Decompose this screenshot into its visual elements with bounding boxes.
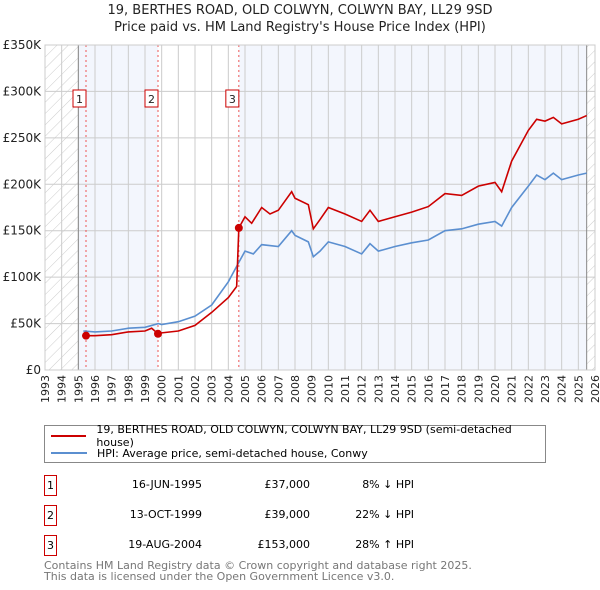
x-tick-label: 2001	[172, 375, 185, 403]
x-tick-label: 2013	[372, 375, 385, 403]
transaction-marker: 1	[44, 475, 57, 496]
transaction-date: 16-JUN-1995	[131, 478, 202, 491]
transaction-row: 3 19-AUG-2004 £153,000 28% ↑ HPI	[44, 535, 484, 556]
x-tick-label: 1993	[39, 375, 52, 403]
sale-label: 2	[148, 93, 155, 106]
x-tick-label: 2015	[406, 375, 419, 403]
x-tick-label: 2017	[439, 375, 452, 403]
sale-label: 3	[229, 93, 236, 106]
legend-item-property: 19, BERTHES ROAD, OLD COLWYN, COLWYN BAY…	[51, 423, 545, 449]
transaction-row: 2 13-OCT-1999 £39,000 22% ↓ HPI	[44, 505, 484, 526]
x-tick-label: 2010	[322, 375, 335, 403]
x-tick-label: 2026	[589, 375, 600, 403]
sale-point	[82, 331, 90, 340]
y-tick-label: £300K	[3, 84, 43, 98]
x-tick-label: 2019	[472, 375, 485, 403]
x-tick-label: 2008	[289, 375, 302, 403]
price-chart: 1993 1994 1995 1996 1997 1998 1999 2000 2001 2002…	[3, 38, 600, 403]
y-tick-label: £0	[26, 363, 41, 377]
x-tick-label: 1994	[56, 375, 69, 403]
footer-line-1: Contains HM Land Registry data © Crown c…	[44, 559, 472, 572]
transaction-marker: 3	[44, 535, 57, 556]
x-tick-label: 2012	[356, 375, 369, 403]
sale-point	[234, 223, 243, 232]
x-tick-label: 2025	[572, 375, 585, 403]
legend-label: 19, BERTHES ROAD, OLD COLWYN, COLWYN BAY…	[96, 423, 512, 449]
x-tick-label: 2011	[339, 375, 352, 403]
transaction-date: 13-OCT-1999	[129, 508, 202, 521]
legend-label: HPI: Average price, semi-detached house,…	[97, 446, 368, 460]
x-tick-label: 1997	[106, 375, 119, 403]
x-tick-label: 2016	[422, 375, 435, 403]
sale-label-box	[72, 89, 87, 108]
transaction-marker: 2	[44, 505, 57, 526]
transaction-price: £39,000	[264, 508, 311, 521]
x-tick-label: 2004	[222, 375, 235, 403]
transaction-date: 19-AUG-2004	[128, 538, 202, 551]
y-tick-label: £250K	[3, 131, 43, 145]
sale-label: 1	[76, 93, 83, 106]
plot-border	[44, 44, 596, 371]
chart-title: 19, BERTHES ROAD, OLD COLWYN, COLWYN BAY…	[0, 2, 600, 36]
legend-swatch-blue	[51, 452, 87, 454]
x-tick-label: 2002	[189, 375, 202, 403]
y-tick-label: £200K	[3, 177, 43, 191]
x-tick-label: 2021	[506, 375, 519, 403]
x-tick-label: 2023	[539, 375, 552, 403]
x-tick-label: 2003	[206, 375, 219, 403]
x-tick-label: 1996	[89, 375, 102, 403]
transaction-price: £37,000	[264, 478, 311, 491]
x-tick-label: 1995	[72, 375, 85, 403]
x-tick-label: 2020	[489, 375, 502, 403]
no-data-hatch	[586, 45, 595, 370]
sale-label-box	[225, 89, 240, 108]
legend-swatch-red	[51, 435, 87, 437]
ownership-shade	[238, 45, 587, 370]
x-tick-label: 2009	[306, 375, 319, 403]
transaction-hpi-diff: 28% ↑ HPI	[355, 538, 414, 551]
x-tick-label: 1998	[122, 375, 135, 403]
x-tick-label: 1999	[139, 375, 152, 403]
y-tick-label: £100K	[3, 270, 43, 284]
sale-point	[154, 329, 162, 338]
y-tick-label: £50K	[10, 317, 42, 331]
footer: Contains HM Land Registry data © Crown c…	[44, 560, 472, 582]
x-tick-label: 2005	[239, 375, 252, 403]
x-tick-label: 2006	[256, 375, 269, 403]
x-tick-label: 2014	[389, 375, 402, 403]
hpi-line	[83, 172, 587, 333]
sale-label-box	[144, 89, 159, 108]
transaction-price: £153,000	[257, 538, 311, 551]
legend-item-hpi: HPI: Average price, semi-detached house,…	[51, 445, 368, 461]
title-line-2: Price paid vs. HM Land Registry's House …	[114, 20, 486, 35]
property-price-line	[86, 114, 587, 337]
footer-line-2: This data is licensed under the Open Gov…	[44, 570, 395, 583]
x-tick-label: 2018	[456, 375, 469, 403]
transaction-row: 1 16-JUN-1995 £37,000 8% ↓ HPI	[44, 475, 484, 496]
legend: 19, BERTHES ROAD, OLD COLWYN, COLWYN BAY…	[44, 423, 546, 463]
y-tick-label: £150K	[3, 224, 43, 238]
x-tick-label: 2000	[156, 375, 169, 403]
transaction-hpi-diff: 22% ↓ HPI	[355, 508, 414, 521]
transaction-hpi-diff: 8% ↓ HPI	[362, 478, 414, 491]
x-tick-label: 2007	[272, 375, 285, 403]
x-tick-label: 2024	[556, 375, 569, 403]
title-line-1: 19, BERTHES ROAD, OLD COLWYN, COLWYN BAY…	[107, 3, 493, 18]
x-tick-label: 2022	[522, 375, 535, 403]
y-tick-label: £350K	[3, 38, 43, 52]
